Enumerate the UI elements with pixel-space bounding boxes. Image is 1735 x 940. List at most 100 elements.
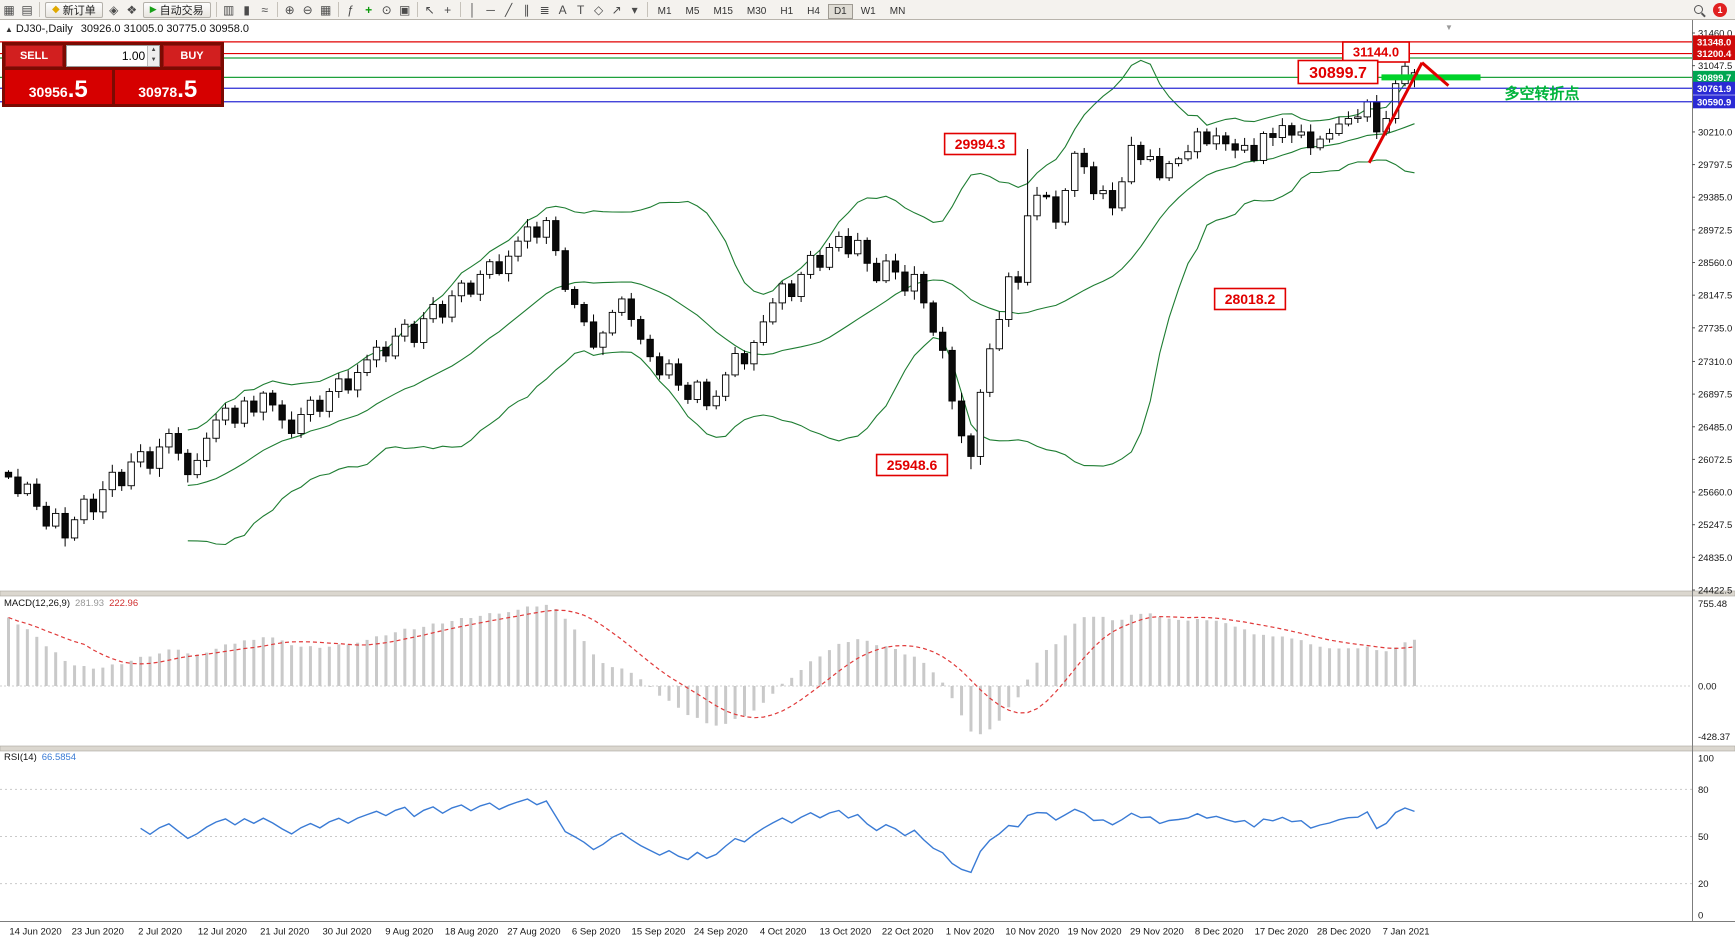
macd-histogram bbox=[7, 604, 1416, 735]
indicators-icon[interactable]: ƒ bbox=[347, 2, 354, 17]
vertical-line-icon[interactable]: │ bbox=[468, 2, 477, 17]
fibonacci-icon[interactable]: ≣ bbox=[539, 2, 550, 17]
bollinger-upper bbox=[187, 59, 1415, 431]
timeframe-m1[interactable]: M1 bbox=[657, 5, 672, 17]
price-badge-30899.7 bbox=[1693, 70, 1735, 84]
toolbar-separator bbox=[215, 2, 217, 17]
time-label: 22 Oct 2020 bbox=[882, 927, 934, 938]
annotation-25948.6[interactable]: 25948.6 bbox=[875, 453, 949, 477]
volume-up-icon[interactable]: ▲ bbox=[148, 46, 159, 56]
toolbar-separator bbox=[646, 2, 648, 17]
toolbar-separator bbox=[416, 2, 418, 17]
autotrading-label: 自动交易 bbox=[159, 4, 204, 17]
magnifier-glyph bbox=[1693, 5, 1703, 14]
annotation-28018.2[interactable]: 28018.2 bbox=[1213, 287, 1287, 311]
candlestick-chart-icon[interactable]: ▮ bbox=[243, 2, 250, 17]
objects-dropdown-icon[interactable]: ▾ bbox=[631, 2, 638, 17]
panel-splitter[interactable] bbox=[0, 745, 1735, 752]
svg-text:31200.4: 31200.4 bbox=[1697, 49, 1732, 60]
sell-price[interactable]: 30956 .5 bbox=[5, 70, 112, 104]
trendline-2[interactable] bbox=[1421, 61, 1450, 87]
annotation-31144.0[interactable]: 31144.0 bbox=[1341, 41, 1411, 63]
horizontal-line-icon[interactable]: ─ bbox=[486, 2, 495, 17]
rsi-label: RSI(14) 66.5854 bbox=[4, 752, 76, 763]
add-indicator-icon[interactable]: + bbox=[365, 2, 373, 17]
rsi-value: 66.5854 bbox=[41, 752, 77, 763]
autotrading-button[interactable]: ▶ 自动交易 bbox=[142, 1, 211, 18]
svg-text:30899.7: 30899.7 bbox=[1309, 65, 1367, 82]
annotation-30899.7[interactable]: 30899.7 bbox=[1297, 59, 1379, 85]
zoom-out-icon[interactable]: ⊖ bbox=[302, 2, 313, 17]
time-label: 15 Sep 2020 bbox=[632, 927, 686, 938]
price-tick: 25247.5 bbox=[1698, 520, 1732, 531]
buy-button[interactable]: BUY bbox=[163, 45, 221, 67]
sell-button[interactable]: SELL bbox=[5, 45, 63, 67]
zoom-in-icon[interactable]: ⊕ bbox=[284, 2, 295, 17]
time-label: 28 Dec 2020 bbox=[1317, 927, 1371, 938]
time-label: 30 Jul 2020 bbox=[322, 927, 371, 938]
search-icon[interactable] bbox=[1689, 1, 1707, 19]
scripts-icon[interactable]: ❖ bbox=[126, 2, 138, 17]
timeframe-m15[interactable]: M15 bbox=[713, 5, 733, 17]
symbol-marker-icon: ▲ bbox=[5, 25, 13, 34]
price-tick: 31047.5 bbox=[1698, 61, 1732, 72]
line-chart-icon[interactable]: ≈ bbox=[261, 2, 268, 17]
text-tool-icon[interactable]: A bbox=[558, 2, 567, 17]
time-label: 18 Aug 2020 bbox=[445, 927, 498, 938]
rsi-axis-label: 80 bbox=[1698, 785, 1709, 796]
timeframe-h1[interactable]: H1 bbox=[780, 5, 794, 17]
volume-down-icon[interactable]: ▼ bbox=[148, 56, 159, 66]
crosshair-icon[interactable]: + bbox=[444, 2, 452, 17]
new-chart-icon[interactable]: ▦ bbox=[3, 2, 15, 17]
annotation-29994.3[interactable]: 29994.3 bbox=[943, 132, 1017, 156]
buy-price[interactable]: 30978 .5 bbox=[114, 70, 221, 104]
rsi-axis-label: 100 bbox=[1698, 754, 1714, 765]
notification-badge[interactable]: 1 bbox=[1713, 3, 1727, 17]
timeframe-m5[interactable]: M5 bbox=[685, 5, 700, 17]
period-icon[interactable]: ⊙ bbox=[381, 2, 392, 17]
price-tick: 24835.0 bbox=[1698, 553, 1732, 564]
buy-price-main: 30978 bbox=[138, 84, 178, 100]
templates-icon[interactable]: ▣ bbox=[398, 2, 411, 17]
timeframe-w1[interactable]: W1 bbox=[860, 5, 876, 17]
time-label: 2 Jul 2020 bbox=[138, 927, 182, 938]
price-tick: 25660.0 bbox=[1698, 488, 1732, 499]
macd-signal-line bbox=[8, 609, 1415, 719]
svg-text:31144.0: 31144.0 bbox=[1353, 45, 1399, 60]
tile-windows-icon[interactable]: ▦ bbox=[319, 2, 332, 17]
buy-price-pips: .5 bbox=[177, 76, 198, 103]
shapes-icon[interactable]: ◇ bbox=[594, 2, 604, 17]
toolbar-separator bbox=[276, 2, 278, 17]
toolbar-separator bbox=[39, 2, 40, 17]
timeframe-mn[interactable]: MN bbox=[889, 5, 906, 17]
volume-input[interactable] bbox=[67, 46, 148, 66]
timeframe-h4[interactable]: H4 bbox=[807, 5, 820, 17]
annotation-green-text[interactable]: 多空转折点 bbox=[1504, 84, 1579, 102]
bar-chart-icon[interactable]: ▥ bbox=[222, 2, 235, 17]
trendline-icon[interactable]: ╱ bbox=[505, 2, 513, 17]
chart-shift-icon[interactable]: ▼ bbox=[1445, 23, 1453, 32]
panel-splitter[interactable] bbox=[0, 590, 1735, 597]
svg-text:29994.3: 29994.3 bbox=[955, 136, 1006, 152]
profiles-icon[interactable]: ▤ bbox=[21, 2, 33, 17]
timeframe-m30[interactable]: M30 bbox=[746, 5, 767, 17]
rsi-name: RSI(14) bbox=[4, 752, 37, 763]
price-tick: 29797.5 bbox=[1698, 160, 1732, 171]
arrows-icon[interactable]: ↗ bbox=[611, 2, 622, 17]
time-label: 29 Nov 2020 bbox=[1130, 927, 1184, 938]
trendline-1[interactable] bbox=[1367, 61, 1424, 164]
candles-layer bbox=[4, 58, 1419, 547]
time-label: 9 Aug 2020 bbox=[385, 927, 433, 938]
channel-icon[interactable]: ∥ bbox=[523, 2, 530, 17]
label-tool-icon[interactable]: T bbox=[576, 2, 585, 17]
cursor-icon[interactable]: ↖ bbox=[424, 2, 435, 17]
time-label: 14 Jun 2020 bbox=[9, 927, 61, 938]
macd-axis-bottom: -428.37 bbox=[1698, 732, 1730, 743]
svg-text:31348.0: 31348.0 bbox=[1697, 37, 1731, 48]
timeframe-d1[interactable]: D1 bbox=[827, 3, 853, 19]
chart-caption: ▲ DJ30-,Daily 30926.0 31005.0 30775.0 3095… bbox=[5, 23, 249, 35]
expert-advisors-icon[interactable]: ◈ bbox=[109, 2, 119, 17]
price-tick: 26072.5 bbox=[1698, 455, 1732, 466]
new-order-button[interactable]: ◆ 新订单 bbox=[45, 1, 103, 18]
